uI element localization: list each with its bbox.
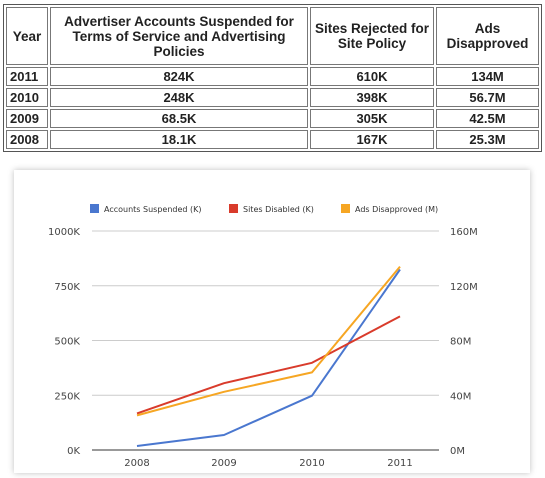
- legend-swatch: [90, 204, 99, 213]
- legend-label: Sites Disabled (K): [243, 205, 314, 214]
- table-cell-sites: 305K: [310, 109, 434, 128]
- table-cell-year: 2011: [6, 67, 48, 86]
- x-axis-tick-label: 2008: [124, 458, 149, 469]
- series-lines: [136, 265, 401, 447]
- legend-swatch: [229, 204, 238, 213]
- table-cell-sites: 610K: [310, 67, 434, 86]
- x-axis-tick-label: 2010: [299, 458, 324, 469]
- legend-swatch: [341, 204, 350, 213]
- chart-legend: Accounts Suspended (K) Sites Disabled (K)…: [90, 204, 438, 214]
- legend-label: Accounts Suspended (K): [104, 205, 202, 214]
- table-cell-ads: 134M: [436, 67, 539, 86]
- x-axis-ticks: 2008 2009 2010 2011: [124, 458, 412, 469]
- table-cell-ads: 56.7M: [436, 88, 539, 107]
- table-cell-accounts: 248K: [50, 88, 308, 107]
- series-line-ads-disapproved-m: [136, 265, 401, 417]
- right-axis-tick-label: 160M: [450, 227, 478, 238]
- table-cell-accounts: 18.1K: [50, 130, 308, 149]
- x-axis-tick-label: 2011: [387, 458, 412, 469]
- right-axis-tick-label: 40M: [450, 391, 471, 402]
- header-year: Year: [6, 7, 48, 65]
- table-cell-accounts: 824K: [50, 67, 308, 86]
- table-row: 2008 18.1K 167K 25.3M: [6, 130, 539, 149]
- table-header-row: Year Advertiser Accounts Suspended for T…: [6, 7, 539, 65]
- header-sites-rejected: Sites Rejected for Site Policy: [310, 7, 434, 65]
- table-cell-year: 2010: [6, 88, 48, 107]
- table-cell-accounts: 68.5K: [50, 109, 308, 128]
- left-axis-tick-label: 500K: [54, 337, 80, 348]
- gridlines: [92, 230, 439, 451]
- series-line-accounts-suspended-k: [136, 268, 401, 447]
- right-axis-ticks: 0M 40M 80M 120M 160M: [450, 227, 478, 457]
- table-row: 2010 248K 398K 56.7M: [6, 88, 539, 107]
- right-axis-tick-label: 80M: [450, 337, 471, 348]
- table-cell-ads: 42.5M: [436, 109, 539, 128]
- left-axis-ticks: 0K 250K 500K 750K 1000K: [48, 227, 80, 457]
- table-cell-ads: 25.3M: [436, 130, 539, 149]
- line-chart-card: 0K 250K 500K 750K 1000K 0M 40M 80M 120M 160M 200…: [14, 170, 530, 473]
- header-accounts-suspended: Advertiser Accounts Suspended for Terms …: [50, 7, 308, 65]
- stats-table-container: Year Advertiser Accounts Suspended for T…: [3, 4, 542, 152]
- header-ads-disapproved: Ads Disapproved: [436, 7, 539, 65]
- left-axis-tick-label: 750K: [54, 282, 80, 293]
- line-chart: 0K 250K 500K 750K 1000K 0M 40M 80M 120M 160M 200…: [48, 204, 478, 469]
- table-row: 2011 824K 610K 134M: [6, 67, 539, 86]
- table-cell-sites: 398K: [310, 88, 434, 107]
- series-line-sites-disabled-k: [136, 315, 401, 415]
- legend-label: Ads Disapproved (M): [355, 205, 438, 214]
- table-cell-sites: 167K: [310, 130, 434, 149]
- stats-table: Year Advertiser Accounts Suspended for T…: [3, 4, 542, 152]
- right-axis-tick-label: 0M: [450, 446, 465, 457]
- right-axis-tick-label: 120M: [450, 282, 478, 293]
- left-axis-tick-label: 0K: [67, 446, 80, 457]
- table-cell-year: 2009: [6, 109, 48, 128]
- table-cell-year: 2008: [6, 130, 48, 149]
- left-axis-tick-label: 250K: [54, 391, 80, 402]
- x-axis-tick-label: 2009: [211, 458, 236, 469]
- table-row: 2009 68.5K 305K 42.5M: [6, 109, 539, 128]
- left-axis-tick-label: 1000K: [48, 227, 80, 238]
